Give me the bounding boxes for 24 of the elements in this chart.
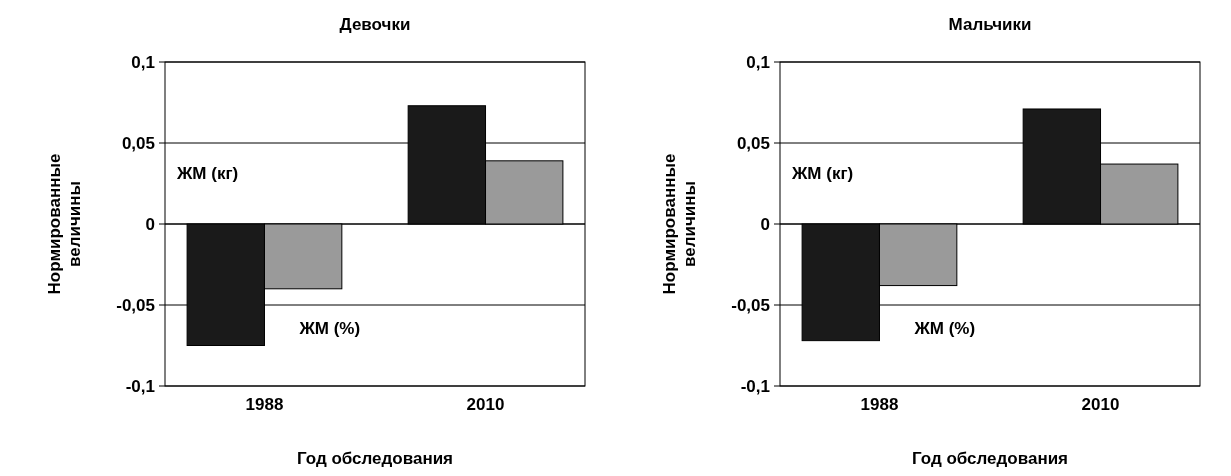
x-tick-label: 1988: [860, 395, 899, 414]
y-axis-title: Нормированные величины: [660, 153, 699, 295]
x-tick-label: 1988: [245, 395, 284, 414]
y-tick-label: 0: [145, 214, 155, 234]
chart-title: Мальчики: [948, 15, 1032, 34]
x-axis-title: Год обследования: [911, 449, 1069, 468]
y-tick-label: 0,1: [131, 52, 155, 72]
series-label: ЖМ (%): [913, 319, 976, 339]
y-tick-label: -0,1: [125, 376, 155, 396]
y-axis-title: Нормированные величины: [45, 153, 84, 295]
x-tick-label: 2010: [466, 395, 505, 414]
y-tick-label: -0,05: [116, 295, 155, 315]
y-tick-label: -0,05: [731, 295, 770, 315]
y-tick-label: 0,1: [746, 52, 770, 72]
y-tick-label: 0,05: [121, 133, 155, 153]
y-tick-label: -0,1: [740, 376, 770, 396]
chart-title: Девочки: [339, 15, 411, 34]
y-tick-label: 0: [760, 214, 770, 234]
y-tick-label: 0,05: [736, 133, 770, 153]
series-label: ЖМ (%): [298, 319, 361, 339]
text: ЖМ (кг): [176, 163, 239, 183]
text: ЖМ (кг): [791, 163, 854, 183]
x-tick-label: 2010: [1081, 395, 1120, 414]
x-axis-title: Год обследования: [296, 449, 454, 468]
